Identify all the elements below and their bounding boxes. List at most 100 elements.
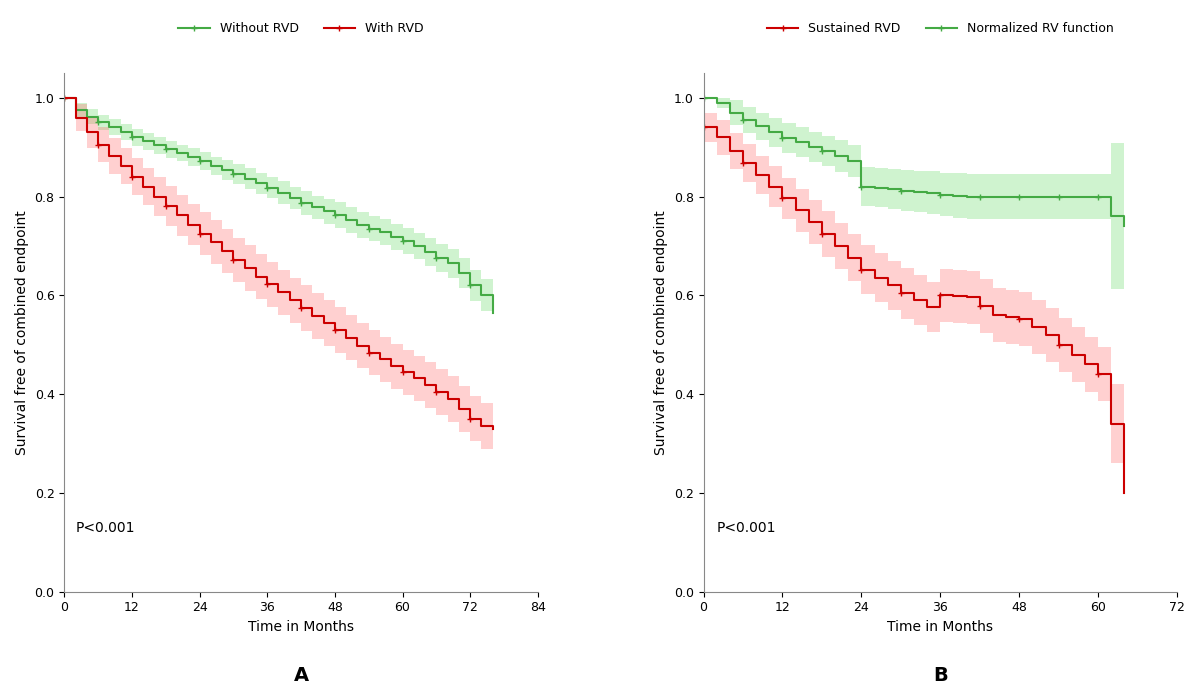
With RVD (68, 113, 83, 122)
With RVD (338, 333, 353, 342)
With RVD (248, 272, 263, 280)
Without RVD (338, 216, 353, 224)
Sustained RVD (1078, 361, 1092, 369)
With RVD (102, 152, 116, 160)
With RVD (407, 374, 421, 382)
Without RVD (114, 128, 128, 136)
With RVD (260, 280, 275, 289)
Legend: Sustained RVD, Normalized RV function: Sustained RVD, Normalized RV function (762, 17, 1118, 40)
Normalized RV function (934, 191, 948, 199)
Normalized RV function (815, 147, 829, 155)
Legend: Without RVD, With RVD: Without RVD, With RVD (174, 17, 428, 40)
With RVD (125, 173, 139, 181)
Without RVD (192, 157, 206, 165)
Sustained RVD (815, 230, 829, 238)
With RVD (136, 182, 150, 191)
With RVD (215, 246, 229, 255)
Sustained RVD (920, 303, 935, 311)
Sustained RVD (1091, 370, 1105, 379)
Without RVD (102, 123, 116, 132)
Normalized RV function (947, 191, 961, 200)
Line: Normalized RV function: Normalized RV function (700, 94, 1128, 230)
With RVD (170, 211, 185, 219)
Normalized RV function (762, 128, 776, 136)
Normalized RV function (841, 157, 856, 165)
Sustained RVD (1104, 420, 1118, 428)
Normalized RV function (1104, 212, 1118, 221)
With RVD (430, 388, 444, 396)
Y-axis label: Survival free of combined endpoint: Survival free of combined endpoint (16, 210, 29, 454)
Without RVD (430, 253, 444, 262)
Normalized RV function (788, 138, 803, 146)
Normalized RV function (881, 185, 895, 193)
Normalized RV function (1091, 192, 1105, 200)
Text: P<0.001: P<0.001 (716, 521, 776, 535)
With RVD (114, 161, 128, 170)
With RVD (463, 415, 478, 423)
Sustained RVD (709, 133, 724, 141)
Sustained RVD (1051, 340, 1066, 349)
Without RVD (474, 291, 488, 299)
Without RVD (158, 145, 173, 153)
Normalized RV function (828, 152, 842, 160)
With RVD (204, 238, 218, 246)
Normalized RV function (960, 192, 974, 200)
Sustained RVD (1117, 489, 1132, 497)
Normalized RV function (1038, 192, 1052, 200)
Sustained RVD (985, 311, 1000, 319)
Normalized RV function (894, 187, 908, 195)
Normalized RV function (868, 184, 882, 192)
With RVD (474, 422, 488, 430)
Normalized RV function (985, 192, 1000, 200)
Text: P<0.001: P<0.001 (76, 521, 136, 535)
With RVD (486, 425, 500, 433)
Text: A: A (294, 666, 308, 685)
Normalized RV function (736, 116, 750, 124)
Without RVD (91, 118, 106, 127)
With RVD (328, 326, 342, 334)
Sustained RVD (854, 265, 869, 274)
Without RVD (463, 281, 478, 290)
Normalized RV function (972, 192, 986, 200)
Normalized RV function (907, 187, 922, 196)
Without RVD (68, 106, 83, 114)
Sustained RVD (868, 274, 882, 282)
Without RVD (282, 193, 296, 202)
Sustained RVD (788, 206, 803, 214)
Sustained RVD (736, 159, 750, 167)
Without RVD (238, 175, 252, 183)
With RVD (91, 141, 106, 149)
With RVD (148, 192, 162, 200)
Without RVD (226, 170, 240, 178)
Sustained RVD (696, 123, 710, 132)
Text: B: B (932, 666, 948, 685)
Sustained RVD (722, 147, 737, 155)
Normalized RV function (802, 143, 816, 151)
Sustained RVD (841, 253, 856, 262)
Sustained RVD (775, 194, 790, 203)
Without RVD (294, 199, 308, 207)
With RVD (238, 264, 252, 272)
With RVD (58, 93, 72, 102)
Normalized RV function (1025, 192, 1039, 200)
Sustained RVD (894, 289, 908, 297)
Without RVD (305, 203, 319, 212)
Without RVD (79, 112, 94, 120)
Line: Sustained RVD: Sustained RVD (700, 124, 1128, 496)
Without RVD (317, 207, 331, 216)
Without RVD (58, 93, 72, 102)
Without RVD (271, 189, 286, 197)
Without RVD (350, 221, 365, 230)
With RVD (418, 381, 432, 389)
Normalized RV function (1078, 192, 1092, 200)
Normalized RV function (775, 134, 790, 143)
Sustained RVD (881, 281, 895, 290)
Line: Without RVD: Without RVD (61, 94, 496, 316)
With RVD (440, 395, 455, 403)
Without RVD (361, 224, 376, 232)
Without RVD (136, 137, 150, 145)
With RVD (361, 349, 376, 357)
Without RVD (486, 308, 500, 317)
Line: With RVD: With RVD (61, 94, 496, 432)
With RVD (79, 128, 94, 136)
